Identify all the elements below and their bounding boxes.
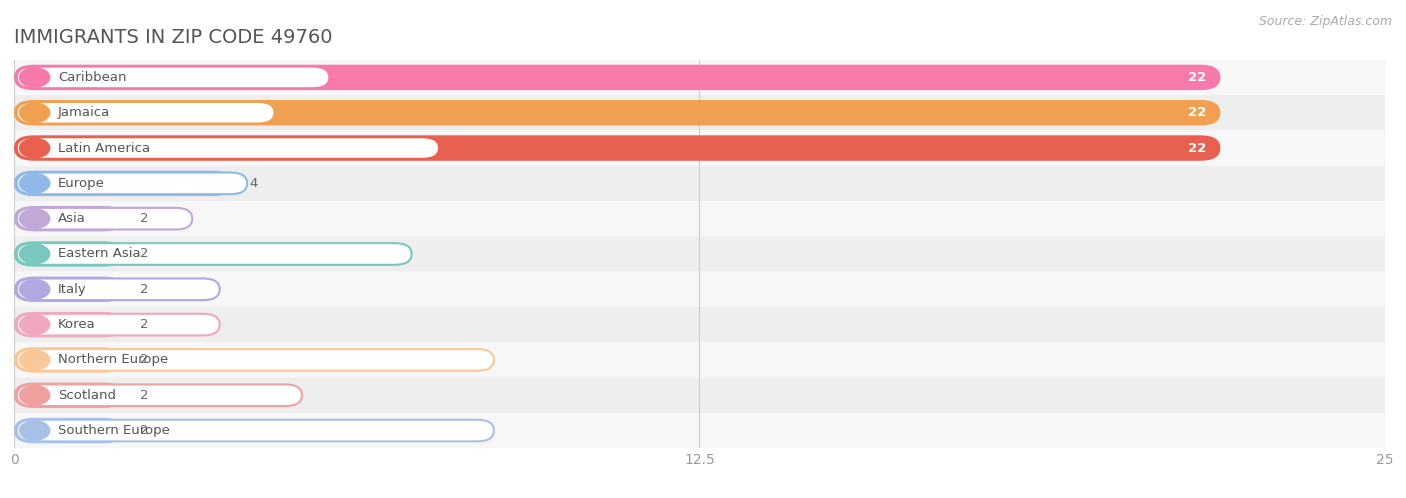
Text: Southern Europe: Southern Europe — [58, 424, 170, 437]
FancyBboxPatch shape — [17, 314, 219, 336]
Text: 2: 2 — [141, 424, 149, 437]
FancyBboxPatch shape — [14, 166, 1385, 201]
FancyBboxPatch shape — [14, 60, 1385, 95]
Text: IMMIGRANTS IN ZIP CODE 49760: IMMIGRANTS IN ZIP CODE 49760 — [14, 28, 333, 47]
Text: 2: 2 — [141, 248, 149, 260]
Text: 4: 4 — [250, 177, 259, 190]
FancyBboxPatch shape — [14, 206, 124, 232]
Text: 2: 2 — [141, 389, 149, 402]
Circle shape — [20, 315, 49, 334]
Text: Caribbean: Caribbean — [58, 71, 127, 84]
Text: 2: 2 — [141, 283, 149, 296]
FancyBboxPatch shape — [17, 137, 439, 159]
FancyBboxPatch shape — [17, 384, 302, 406]
Circle shape — [20, 350, 49, 370]
Text: Scotland: Scotland — [58, 389, 115, 402]
FancyBboxPatch shape — [17, 349, 494, 371]
FancyBboxPatch shape — [14, 241, 124, 267]
FancyBboxPatch shape — [17, 67, 329, 88]
Text: 22: 22 — [1188, 71, 1206, 84]
Circle shape — [20, 209, 49, 229]
Text: 2: 2 — [141, 212, 149, 225]
FancyBboxPatch shape — [14, 130, 1385, 166]
FancyBboxPatch shape — [14, 342, 1385, 377]
Text: 22: 22 — [1188, 106, 1206, 119]
Text: 2: 2 — [141, 354, 149, 367]
Circle shape — [20, 244, 49, 264]
FancyBboxPatch shape — [14, 135, 1220, 161]
FancyBboxPatch shape — [17, 208, 193, 230]
Text: Korea: Korea — [58, 318, 96, 331]
FancyBboxPatch shape — [17, 102, 274, 124]
FancyBboxPatch shape — [17, 278, 219, 300]
Circle shape — [20, 103, 49, 123]
Text: 2: 2 — [141, 318, 149, 331]
Circle shape — [20, 421, 49, 440]
Circle shape — [20, 385, 49, 405]
Text: Jamaica: Jamaica — [58, 106, 110, 119]
Text: Asia: Asia — [58, 212, 86, 225]
FancyBboxPatch shape — [14, 307, 1385, 342]
FancyBboxPatch shape — [14, 271, 1385, 307]
Text: Latin America: Latin America — [58, 141, 150, 154]
FancyBboxPatch shape — [14, 312, 124, 337]
FancyBboxPatch shape — [14, 382, 124, 408]
FancyBboxPatch shape — [14, 201, 1385, 237]
Circle shape — [20, 279, 49, 299]
FancyBboxPatch shape — [17, 420, 494, 441]
Circle shape — [20, 138, 49, 158]
Circle shape — [20, 68, 49, 87]
FancyBboxPatch shape — [14, 237, 1385, 271]
FancyBboxPatch shape — [14, 377, 1385, 413]
Text: 22: 22 — [1188, 141, 1206, 154]
Text: Italy: Italy — [58, 283, 87, 296]
FancyBboxPatch shape — [14, 347, 124, 373]
Circle shape — [20, 174, 49, 193]
FancyBboxPatch shape — [14, 171, 233, 196]
FancyBboxPatch shape — [14, 65, 1220, 90]
FancyBboxPatch shape — [17, 243, 412, 265]
FancyBboxPatch shape — [14, 95, 1385, 130]
Text: Europe: Europe — [58, 177, 105, 190]
FancyBboxPatch shape — [14, 100, 1220, 125]
Text: Northern Europe: Northern Europe — [58, 354, 169, 367]
FancyBboxPatch shape — [14, 276, 124, 302]
Text: Source: ZipAtlas.com: Source: ZipAtlas.com — [1258, 15, 1392, 28]
FancyBboxPatch shape — [14, 413, 1385, 448]
Text: Eastern Asia: Eastern Asia — [58, 248, 141, 260]
FancyBboxPatch shape — [14, 418, 124, 443]
FancyBboxPatch shape — [17, 172, 247, 194]
